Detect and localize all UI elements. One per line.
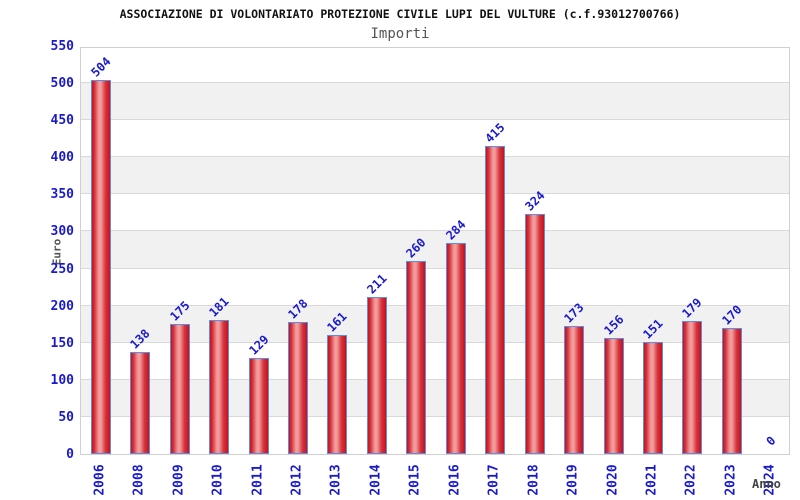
bar-value-label: 415 [482, 120, 508, 146]
x-tick-label: 2019 [565, 464, 581, 496]
gridline [81, 156, 789, 158]
bar [248, 358, 269, 454]
y-tick-label: 500 [50, 76, 74, 92]
chart-subtitle: Importi [370, 26, 430, 42]
y-tick-label: 550 [50, 39, 74, 54]
background-stripe [81, 231, 789, 269]
gridline [81, 378, 789, 380]
x-tick-label: 2014 [368, 464, 384, 496]
gridline [81, 304, 789, 306]
background-stripe [81, 305, 789, 343]
chart-title: ASSOCIAZIONE DI VOLONTARIATO PROTEZIONE … [119, 7, 681, 21]
gridline [81, 193, 789, 195]
x-tick-label: 2006 [92, 464, 108, 496]
y-tick-label: 150 [50, 335, 74, 351]
gridline [81, 119, 789, 121]
y-tick-label: 400 [50, 150, 74, 166]
x-tick-label: 2009 [171, 464, 187, 496]
bar [682, 321, 703, 454]
bar [287, 321, 308, 454]
y-tick-label: 0 [66, 447, 74, 462]
bar-value-label: 504 [88, 54, 114, 80]
bar [721, 327, 742, 454]
gridline [81, 230, 789, 232]
bar [327, 334, 348, 454]
gridline [81, 341, 789, 343]
x-axis-title: Anno [752, 477, 781, 491]
x-tick-label: 2015 [407, 464, 423, 496]
background-stripe [81, 379, 789, 417]
x-tick-label: 2013 [328, 464, 344, 496]
y-tick-label: 200 [50, 298, 74, 314]
background-stripe [81, 157, 789, 195]
y-tick-label: 350 [50, 187, 74, 203]
bar-value-label: 211 [364, 271, 390, 298]
gridline [81, 415, 789, 417]
x-tick-label: 2023 [723, 464, 739, 496]
x-tick-label: 2011 [250, 464, 265, 496]
x-tick-label: 2010 [210, 464, 226, 496]
bar [90, 80, 111, 454]
bar [603, 338, 624, 454]
x-tick-label: 2021 [644, 464, 660, 496]
bar [524, 213, 545, 454]
bar [564, 325, 585, 454]
bar [209, 319, 230, 454]
plot-area: 504 138 175 181 129 178 161 211 260 284 415 324 173 1… [80, 47, 790, 455]
gridline [81, 267, 789, 269]
bar [169, 324, 190, 454]
bar [485, 146, 506, 454]
x-tick-label: 2008 [131, 464, 147, 496]
bar-value-label: 0 [763, 433, 779, 449]
bar [406, 261, 427, 454]
y-tick-label: 250 [50, 261, 74, 277]
y-tick-label: 450 [50, 113, 74, 129]
x-tick-label: 2020 [605, 464, 620, 496]
bar [130, 351, 151, 454]
x-tick-label: 2018 [526, 464, 542, 496]
y-tick-label: 50 [58, 409, 74, 425]
bar [366, 297, 387, 454]
y-tick-label: 300 [50, 224, 74, 240]
y-tick-label: 100 [50, 372, 74, 388]
x-tick-label: 2017 [486, 464, 502, 496]
x-tick-label: 2022 [683, 464, 699, 496]
x-tick-label: 2016 [447, 464, 463, 496]
x-tick-label: 2012 [289, 464, 305, 496]
gridline [81, 82, 789, 84]
background-stripe [81, 83, 789, 121]
bar [642, 342, 663, 454]
bar [445, 243, 466, 454]
